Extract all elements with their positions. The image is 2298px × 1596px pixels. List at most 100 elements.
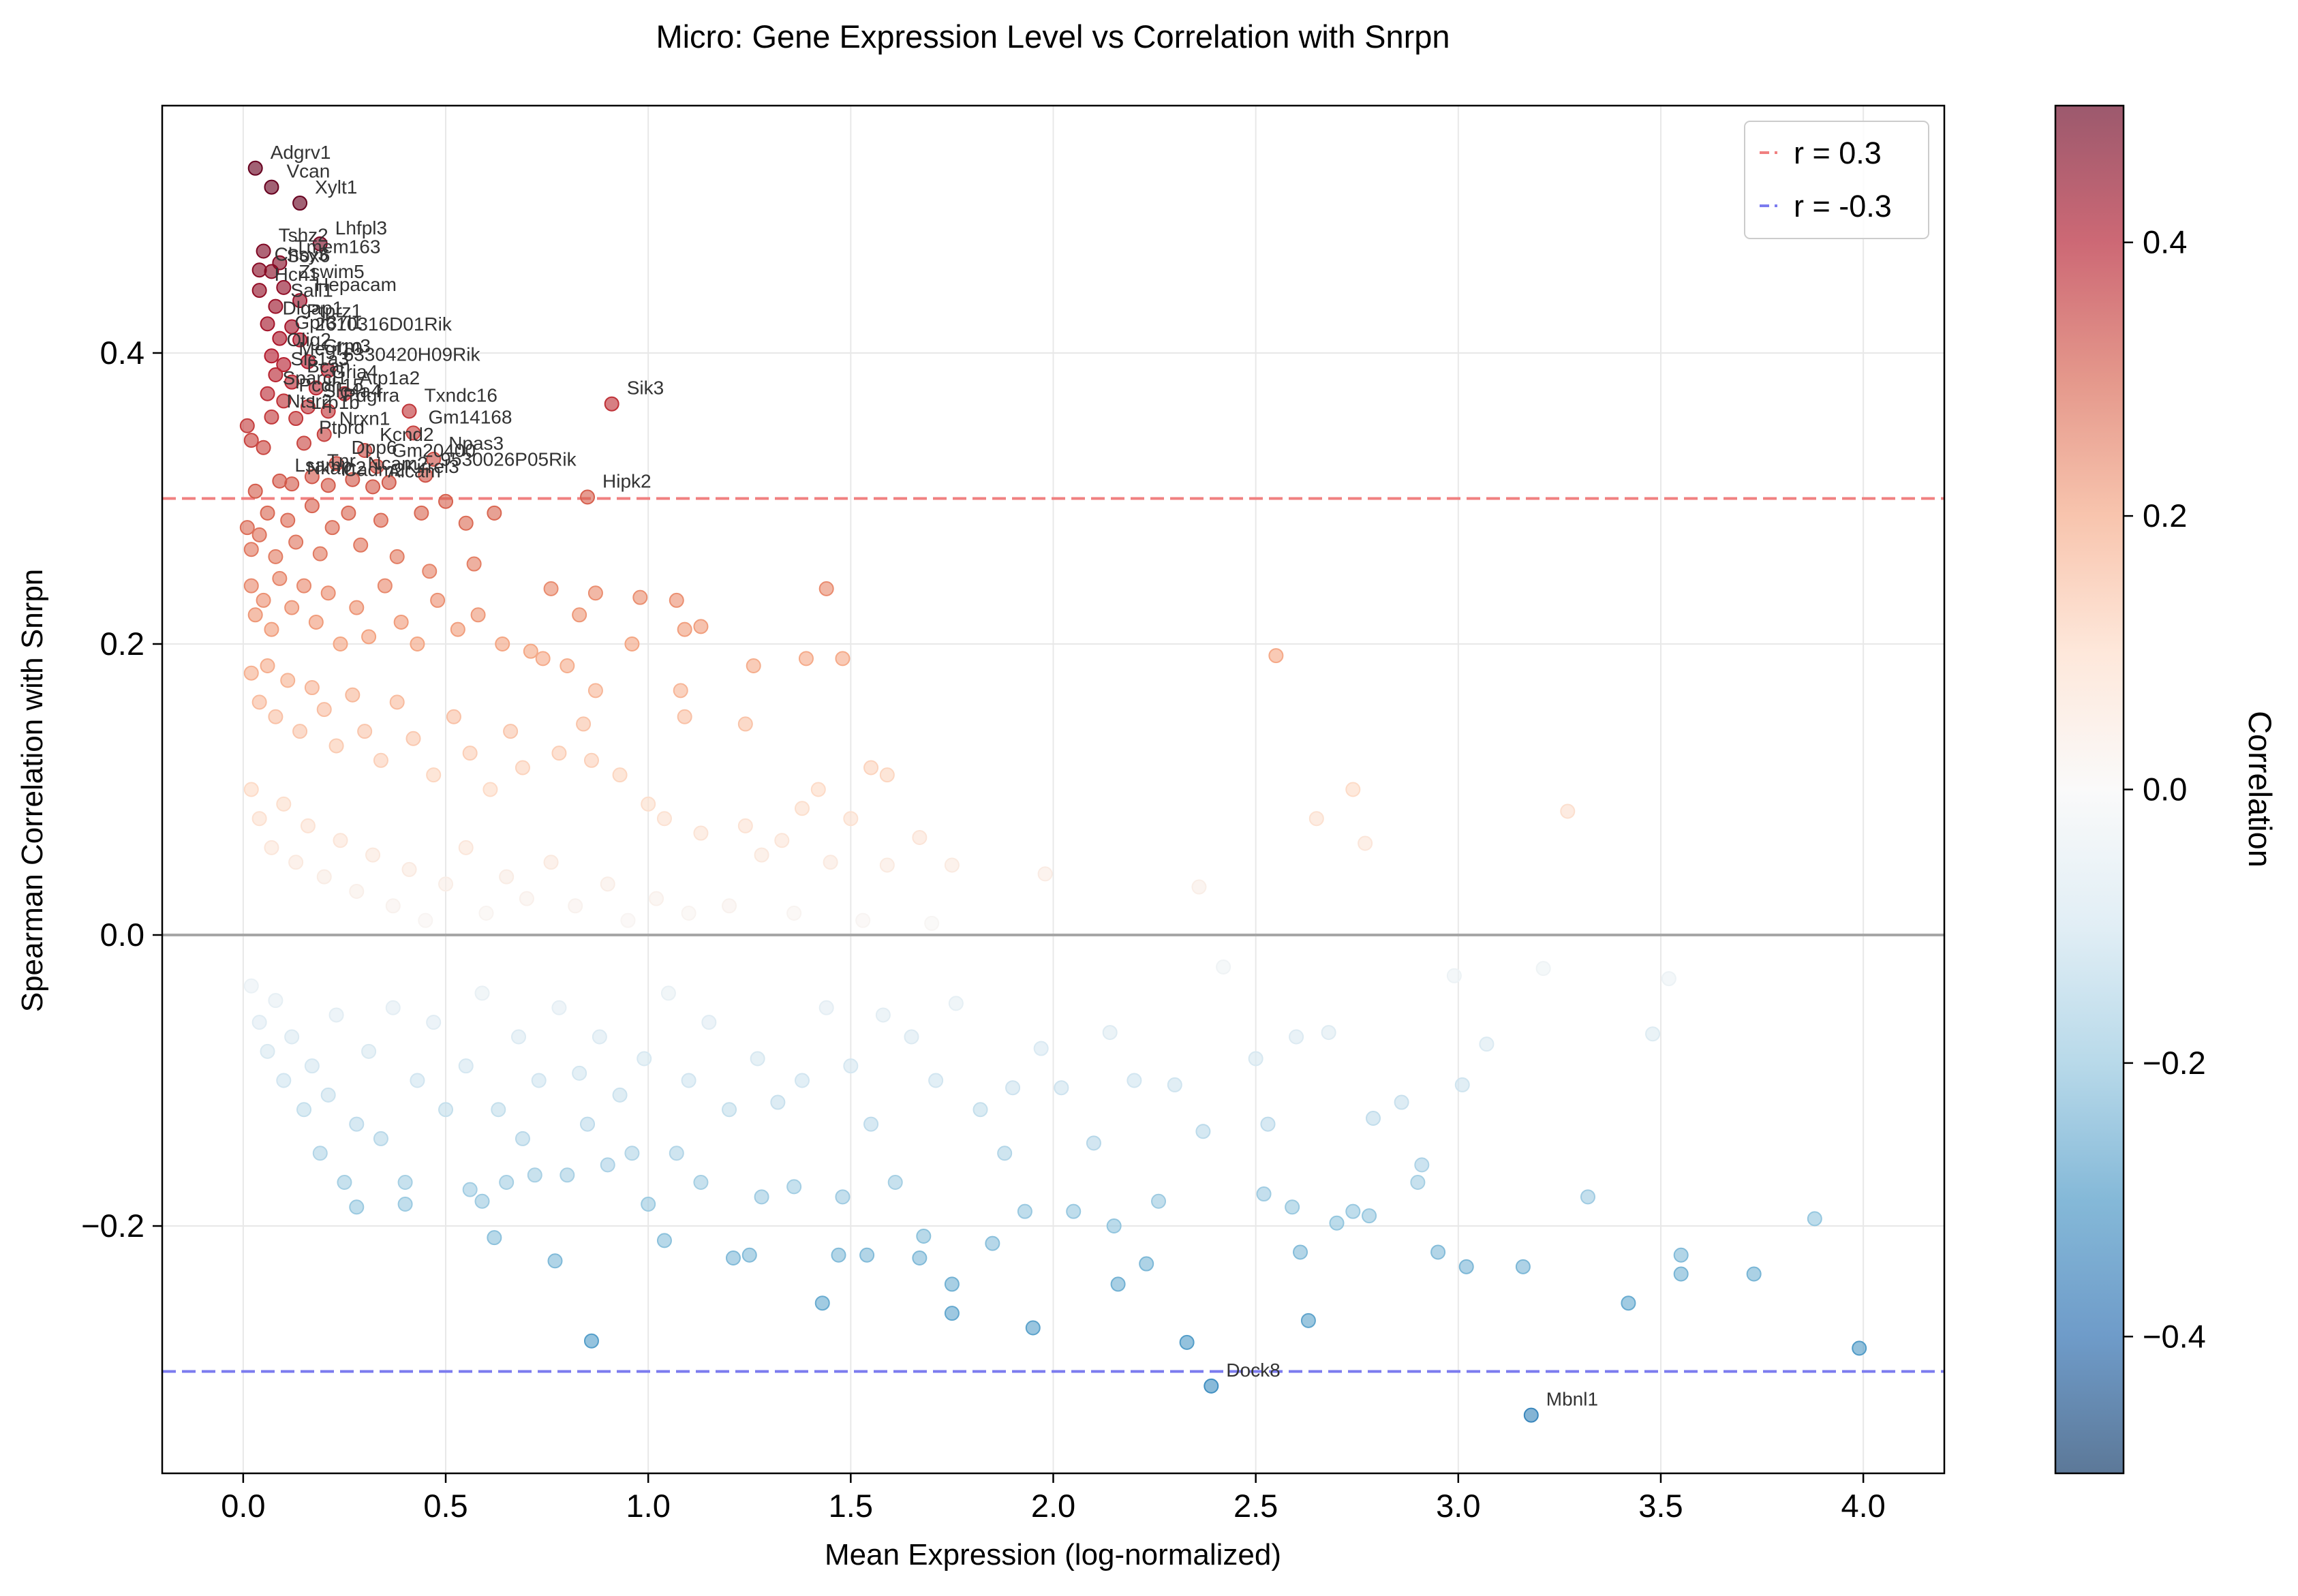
data-point: [887, 1174, 903, 1190]
data-point: [669, 592, 684, 608]
data-point: [818, 1000, 834, 1015]
data-point: [292, 724, 308, 739]
data-point: [1066, 1203, 1082, 1219]
data-point: [580, 489, 596, 505]
data-point: [1746, 1266, 1762, 1282]
data-point: [843, 1058, 859, 1074]
legend-label-negative: r = -0.3: [1794, 189, 1892, 224]
point-label: Hcn1: [275, 264, 319, 285]
data-point: [1293, 1244, 1308, 1260]
data-point: [818, 581, 834, 596]
data-point: [1033, 1041, 1049, 1056]
data-point: [592, 1029, 607, 1045]
data-point: [251, 694, 267, 710]
legend-label-positive: r = 0.3: [1794, 136, 1882, 170]
data-point: [754, 847, 769, 863]
data-point: [385, 898, 401, 914]
data-point: [1054, 1080, 1069, 1096]
data-point: [1308, 811, 1324, 827]
data-point: [418, 912, 433, 928]
data-point: [260, 386, 275, 401]
point-label: Xylt1: [315, 177, 357, 198]
data-point: [401, 403, 417, 419]
x-axis-ticks: 0.0 0.5 1.0 1.5 2.0 2.5 3.0 3.5 4.0: [221, 1473, 1886, 1524]
data-point: [1248, 1051, 1263, 1066]
data-point: [875, 1007, 891, 1023]
data-point: [1673, 1266, 1689, 1282]
data-point: [482, 782, 498, 797]
data-point: [474, 985, 490, 1001]
data-point: [722, 898, 737, 914]
data-point: [649, 891, 664, 906]
data-point: [620, 912, 636, 928]
point-label: Cadm2: [343, 459, 405, 480]
data-point: [1458, 1259, 1474, 1274]
point-label: Npas3: [448, 433, 504, 454]
data-point: [312, 236, 328, 251]
data-point: [284, 600, 300, 615]
y-tick-label: 0.2: [100, 626, 144, 662]
data-point: [268, 709, 284, 724]
data-point: [916, 1228, 932, 1244]
data-point: [260, 505, 275, 521]
data-point: [1580, 1189, 1595, 1205]
legend-box: [1744, 121, 1929, 239]
data-point: [458, 840, 474, 855]
data-point: [349, 600, 365, 615]
data-point: [750, 1051, 765, 1066]
data-point: [268, 367, 284, 382]
data-point: [641, 1197, 656, 1212]
data-point: [446, 709, 461, 724]
data-point: [426, 451, 442, 467]
data-point: [503, 724, 519, 739]
point-label: Nrxn1: [339, 408, 390, 429]
data-point: [268, 298, 284, 314]
data-point: [462, 746, 478, 761]
data-point: [337, 1174, 352, 1190]
data-point: [316, 702, 332, 718]
data-point: [1560, 803, 1576, 819]
point-label: Alcam: [388, 460, 441, 481]
data-point: [798, 651, 814, 666]
data-point: [1454, 1077, 1470, 1092]
data-point: [928, 1073, 944, 1088]
data-point: [810, 782, 826, 797]
data-point: [426, 1015, 442, 1030]
data-point: [349, 1199, 365, 1215]
data-point: [737, 716, 753, 732]
data-point: [660, 985, 676, 1001]
point-label: Chsy3: [275, 243, 328, 264]
data-point: [292, 332, 308, 348]
point-label: Atp1a2: [359, 367, 420, 388]
data-point: [879, 857, 895, 873]
data-point: [308, 380, 324, 396]
data-point: [1289, 1029, 1304, 1045]
data-point: [1621, 1295, 1636, 1311]
point-label: Hipk2: [602, 470, 652, 491]
data-point: [1430, 1244, 1446, 1260]
data-point: [944, 1306, 960, 1321]
data-point: [251, 283, 267, 298]
colorbar-gradient: [2054, 104, 2125, 1475]
data-point: [345, 472, 361, 487]
data-point: [284, 374, 300, 390]
data-point: [1102, 1025, 1118, 1041]
data-point: [859, 1247, 875, 1263]
data-point: [572, 607, 587, 623]
point-label: Slc4a4: [323, 380, 382, 401]
data-point: [333, 636, 348, 651]
data-point: [600, 876, 615, 892]
point-label: Ntsr2: [286, 390, 332, 412]
data-point: [551, 746, 567, 761]
data-point: [527, 1167, 542, 1183]
data-point: [385, 1000, 401, 1015]
data-point: [239, 520, 255, 536]
data-point: [288, 411, 304, 427]
data-point: [624, 1146, 640, 1161]
point-label: Hepacam: [315, 274, 397, 295]
data-point: [1110, 1276, 1126, 1292]
data-point: [600, 1157, 615, 1173]
point-label: Dpp6: [352, 437, 397, 458]
data-point: [320, 585, 336, 601]
data-point: [1535, 961, 1551, 977]
